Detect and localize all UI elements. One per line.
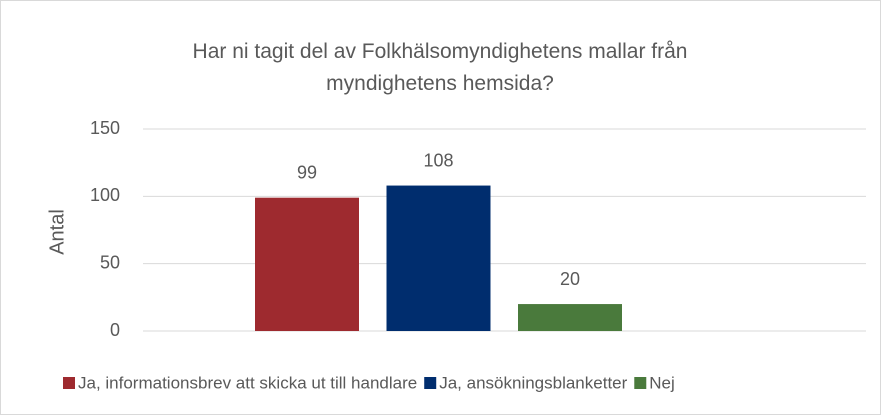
legend-swatch (424, 377, 437, 389)
chart-title: Har ni tagit del av Folkhälsomyndigheten… (192, 40, 688, 95)
legend-swatch (63, 377, 75, 389)
bar (255, 197, 359, 331)
legend-label: Nej (649, 373, 675, 392)
y-tick-label: 0 (110, 320, 120, 340)
data-label: 20 (560, 269, 580, 289)
y-axis-label: Antal (46, 209, 68, 255)
legend-label: Ja, informationsbrev att skicka ut till … (78, 373, 417, 392)
legend-swatch (634, 377, 647, 389)
y-tick-label: 100 (90, 185, 120, 205)
bar (386, 185, 491, 331)
data-label: 108 (423, 150, 453, 170)
data-label: 99 (297, 162, 317, 182)
y-tick-label: 50 (100, 252, 120, 272)
y-tick-label: 150 (90, 118, 120, 138)
bar (518, 304, 622, 331)
legend-label: Ja, ansökningsblanketter (439, 373, 627, 392)
